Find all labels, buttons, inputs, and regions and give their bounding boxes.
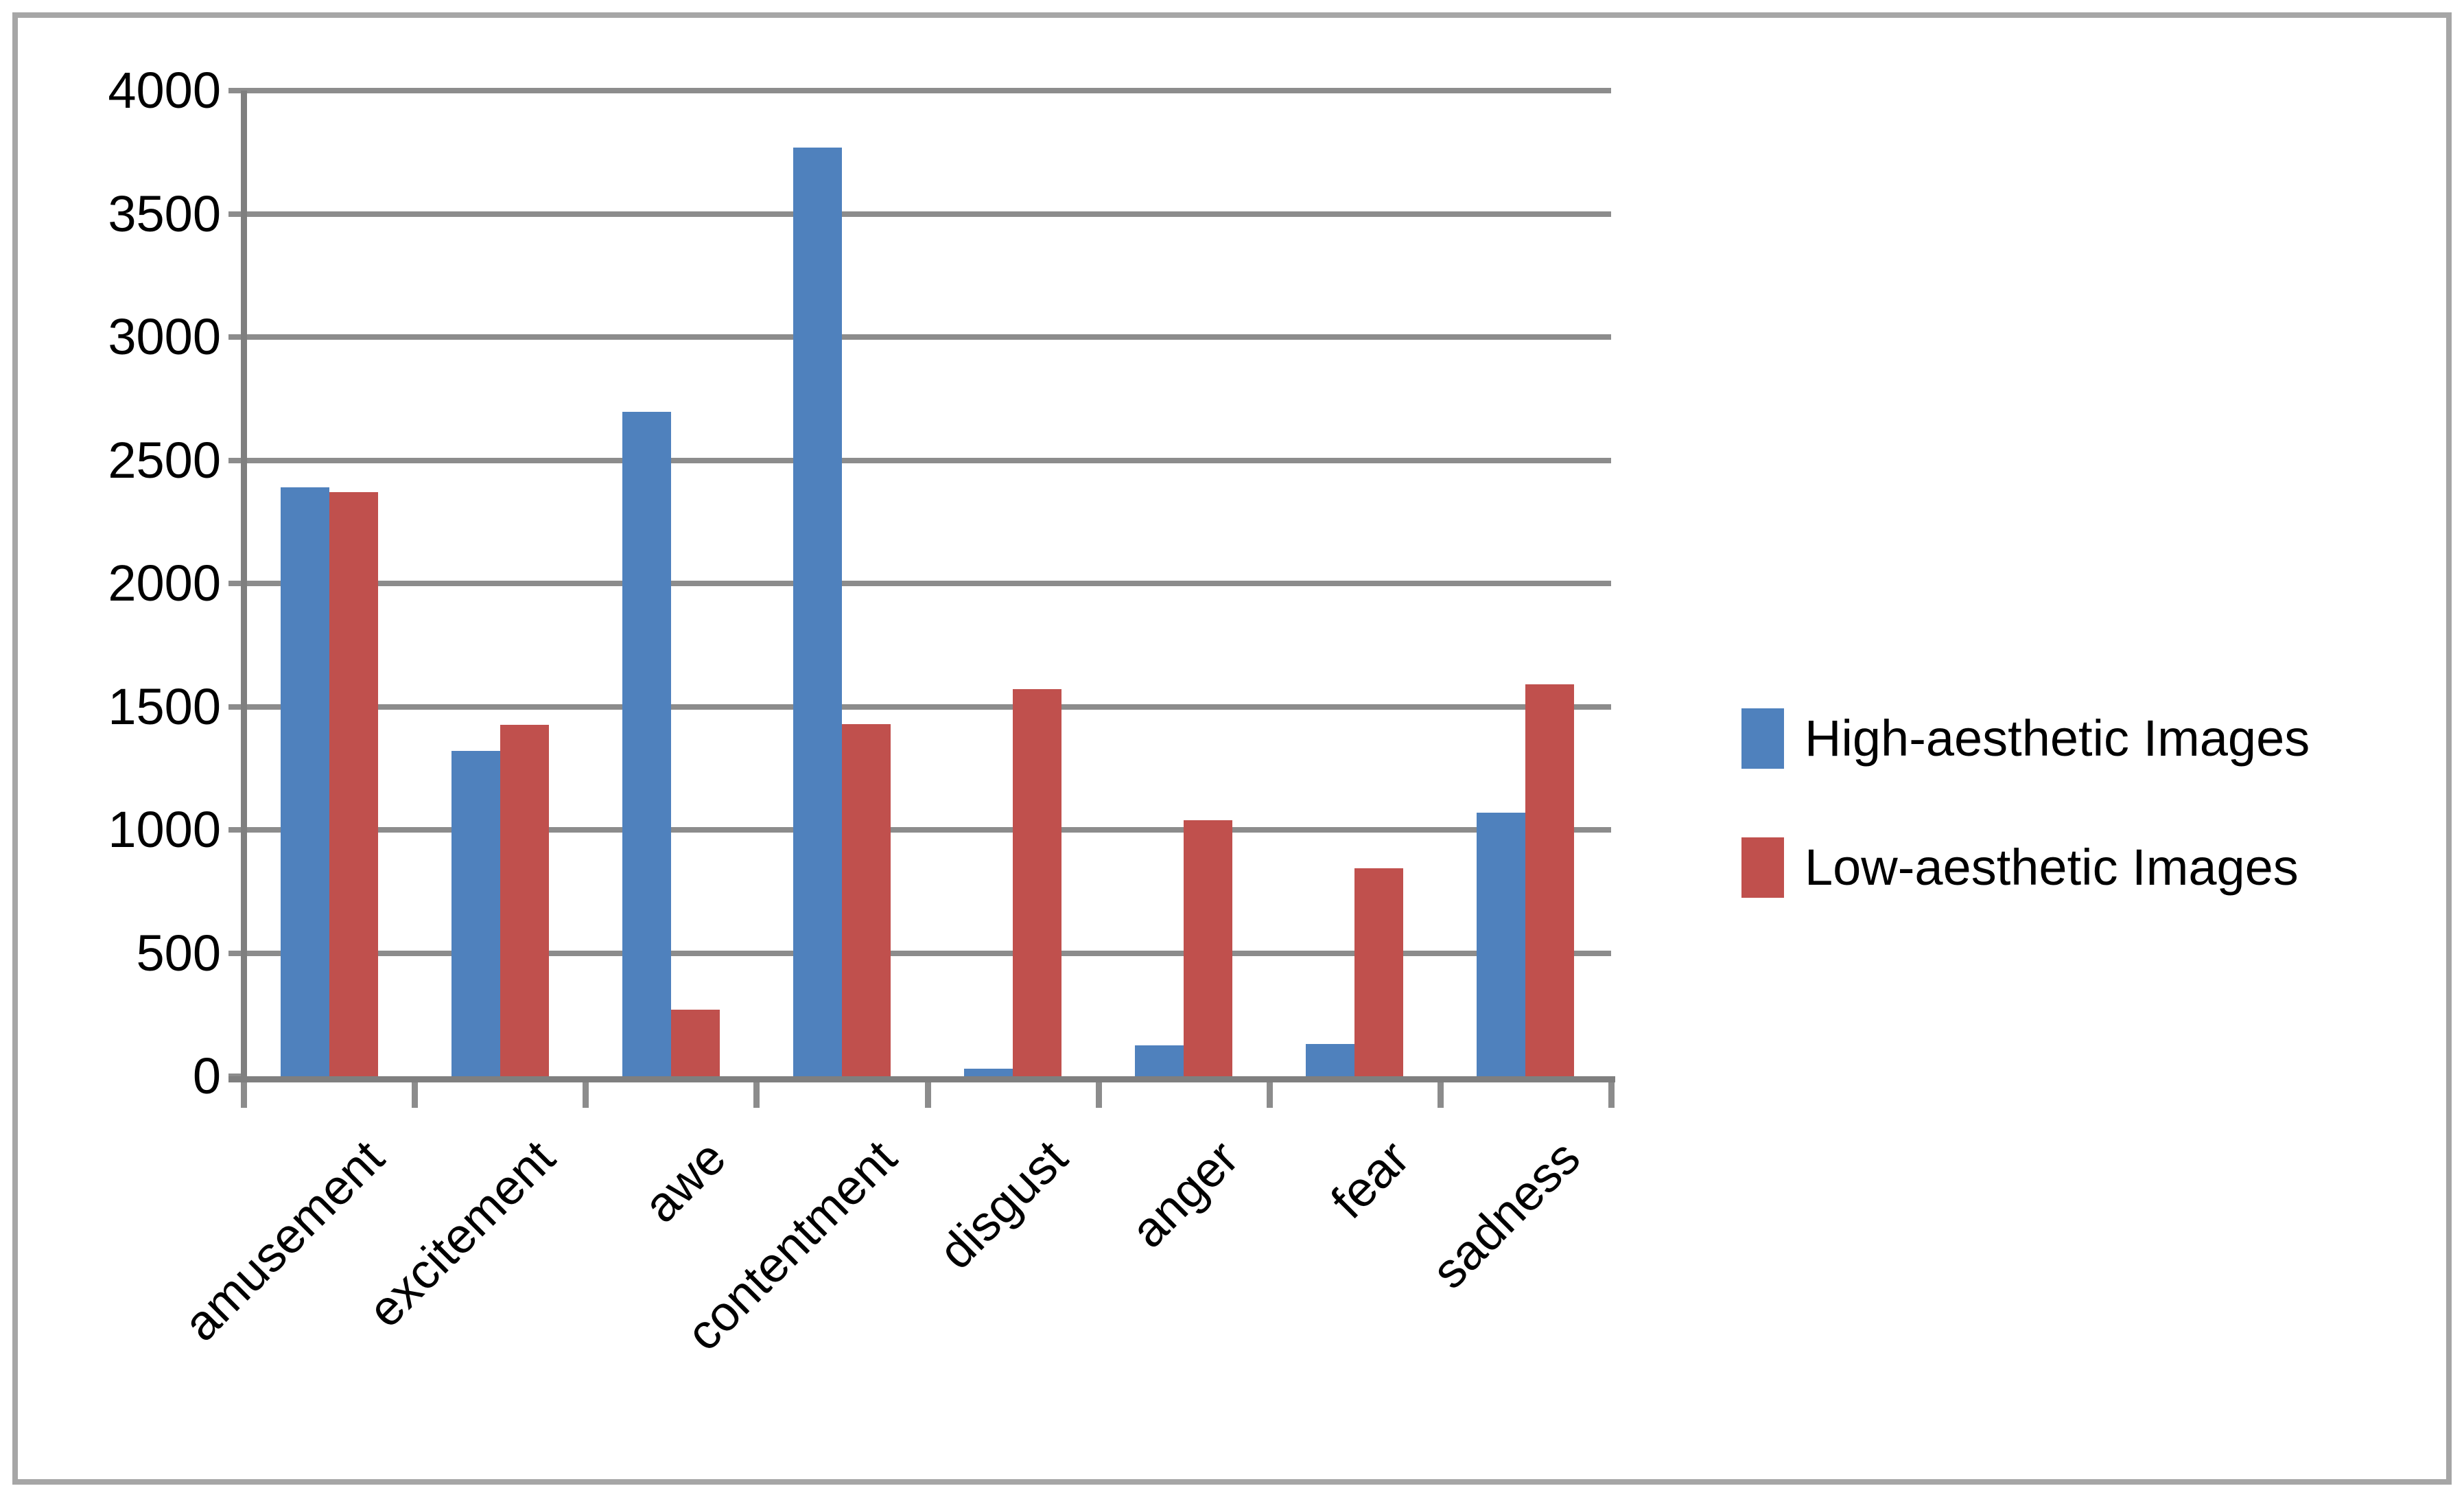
bar-high-aesthetic-disgust [964,1069,1013,1076]
gridline-1500 [244,704,1611,710]
bar-high-aesthetic-sadness [1477,812,1526,1076]
legend-label: High-aesthetic Images [1805,710,2310,767]
y-axis-label-1500: 1500 [108,677,221,735]
legend: High-aesthetic Images Low-aesthetic Imag… [1741,708,2310,898]
x-axis-label-fear: fear [1321,1130,1420,1229]
y-axis-label-1000: 1000 [108,801,221,858]
x-tick-4 [924,1076,931,1108]
x-axis-label-excitement: excitement [357,1130,565,1338]
bar-high-aesthetic-contentment [793,147,842,1076]
x-tick-0 [241,1076,247,1108]
bar-low-aesthetic-anger [1184,820,1233,1076]
x-tick-1 [412,1076,419,1108]
y-axis-label-3500: 3500 [108,185,221,242]
x-axis-label-contentment: contentment [676,1130,908,1362]
x-axis-label-awe: awe [633,1130,736,1233]
x-tick-8 [1608,1076,1615,1108]
x-axis-label-amusement: amusement [173,1130,395,1352]
y-tick-3500 [228,211,244,217]
bar-low-aesthetic-disgust [1013,689,1062,1076]
gridline-3000 [244,334,1611,340]
bar-low-aesthetic-fear [1354,868,1404,1076]
x-tick-3 [753,1076,760,1108]
x-tick-7 [1437,1076,1444,1108]
legend-item-low-aesthetic: Low-aesthetic Images [1741,837,2310,898]
gridline-4000 [244,88,1611,93]
gridline-2500 [244,457,1611,463]
y-tick-3000 [228,334,244,340]
x-axis-line [228,1076,1615,1082]
bar-low-aesthetic-awe [670,1010,720,1076]
legend-swatch-low-aesthetic [1741,837,1784,898]
legend-item-high-aesthetic: High-aesthetic Images [1741,708,2310,769]
y-axis-label-3000: 3000 [108,308,221,365]
bar-high-aesthetic-fear [1306,1044,1355,1076]
legend-swatch-high-aesthetic [1741,708,1784,769]
y-tick-2500 [228,457,244,463]
y-tick-4000 [228,88,244,93]
x-tick-5 [1095,1076,1102,1108]
x-axis-label-sadness: sadness [1422,1130,1591,1299]
bar-high-aesthetic-anger [1135,1045,1184,1076]
y-axis-label-4000: 4000 [108,62,221,119]
gridline-3500 [244,211,1611,217]
gridline-500 [244,950,1611,956]
y-tick-1000 [228,827,244,833]
bar-low-aesthetic-excitement [500,725,549,1076]
y-axis-label-500: 500 [136,924,221,982]
bar-high-aesthetic-excitement [451,751,500,1076]
bar-high-aesthetic-awe [622,412,671,1076]
gridline-2000 [244,581,1611,586]
x-tick-6 [1266,1076,1273,1108]
y-axis-label-2000: 2000 [108,555,221,612]
bar-low-aesthetic-sadness [1525,684,1575,1076]
bar-high-aesthetic-amusement [280,487,329,1076]
x-tick-2 [583,1076,589,1108]
y-tick-1500 [228,704,244,710]
y-tick-2000 [228,581,244,586]
y-axis-label-0: 0 [192,1047,221,1104]
y-axis-label-2500: 2500 [108,431,221,489]
gridline-1000 [244,827,1611,833]
x-axis-label-disgust: disgust [928,1130,1079,1280]
legend-label: Low-aesthetic Images [1805,839,2299,896]
y-tick-500 [228,950,244,956]
bar-low-aesthetic-amusement [329,492,378,1076]
bar-low-aesthetic-contentment [841,723,891,1076]
y-axis-line [241,91,247,1108]
x-axis-label-anger: anger [1120,1130,1249,1259]
